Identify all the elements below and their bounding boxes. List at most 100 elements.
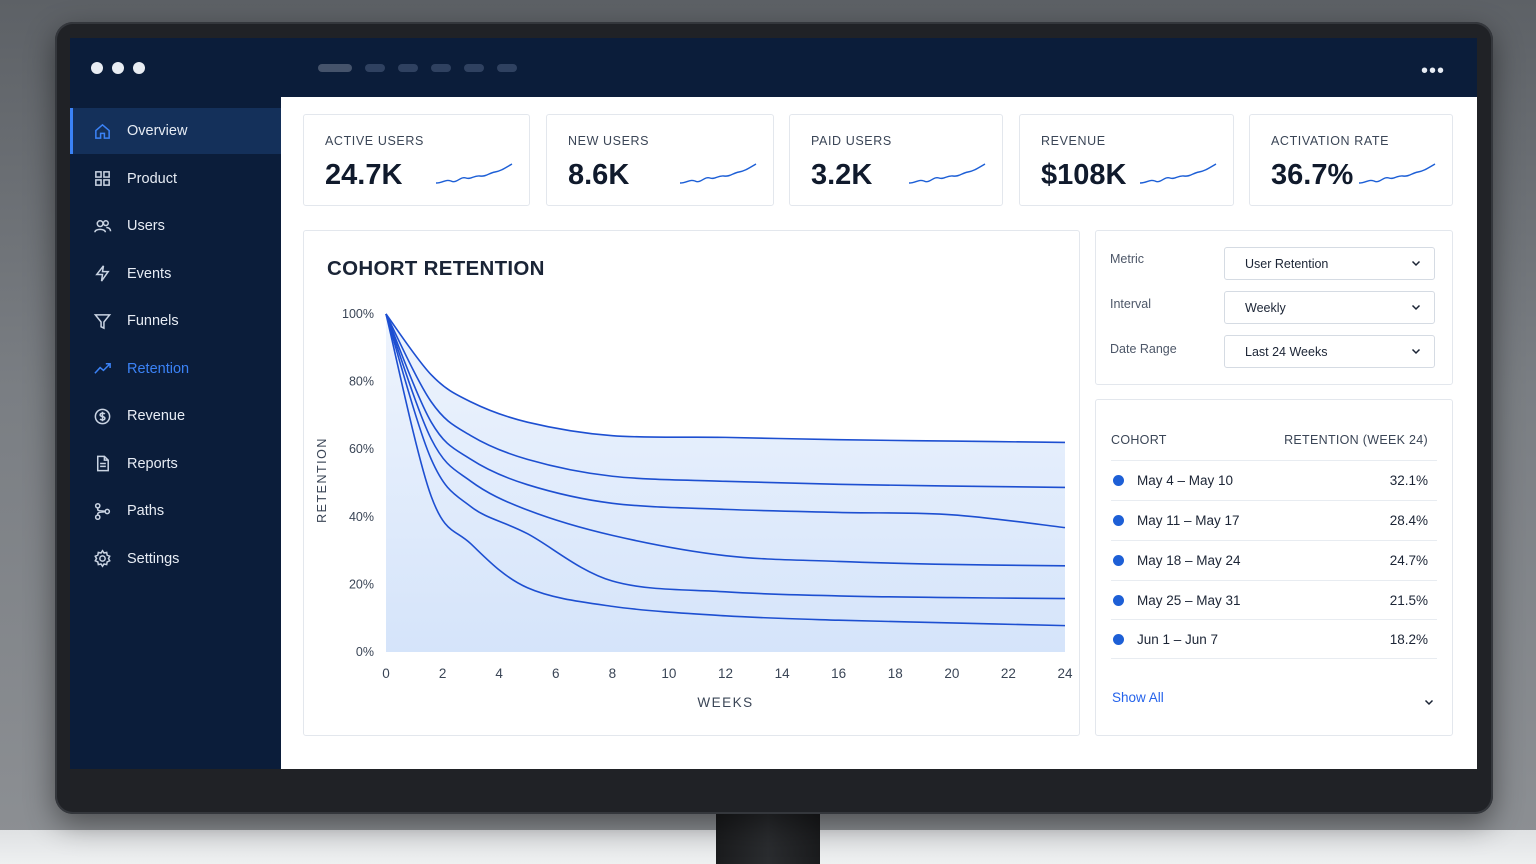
funnel-icon <box>92 311 112 331</box>
tab-placeholder[interactable] <box>464 64 484 72</box>
y-tick-label: 60% <box>349 442 374 456</box>
kpi-label: ACTIVATION RATE <box>1271 134 1390 148</box>
date-range-select[interactable]: Last 24 Weeks <box>1224 335 1435 368</box>
chevron-down-icon <box>1411 348 1421 355</box>
sparkline <box>908 163 986 184</box>
metric-select[interactable]: User Retention <box>1224 247 1435 280</box>
x-tick-label: 24 <box>1057 666 1073 681</box>
x-tick-label: 18 <box>888 666 903 681</box>
tab-placeholder[interactable] <box>497 64 517 72</box>
table-row[interactable]: Jun 1 – Jun 7 18.2% <box>1111 619 1437 659</box>
sidebar-item-settings[interactable]: Settings <box>70 536 281 582</box>
sparkline <box>1358 163 1436 184</box>
cohort-retention: 24.7% <box>1389 553 1428 568</box>
sidebar-item-label: Overview <box>127 123 188 139</box>
show-all-link[interactable]: Show All <box>1112 690 1164 705</box>
kpi-card-new-users[interactable]: NEW USERS 8.6K <box>546 114 774 206</box>
column-header-retention: RETENTION (WEEK 24) <box>1284 433 1428 447</box>
sidebar-item-funnels[interactable]: Funnels <box>70 298 281 344</box>
sidebar-item-retention[interactable]: Retention <box>70 346 281 392</box>
kpi-value: 8.6K <box>568 159 630 191</box>
cohort-name: May 18 – May 24 <box>1137 553 1241 568</box>
sidebar-item-product[interactable]: Product <box>70 156 281 202</box>
interval-label: Interval <box>1110 297 1151 311</box>
series-line-6 <box>385 313 1066 627</box>
table-row[interactable]: May 11 – May 17 28.4% <box>1111 500 1437 540</box>
grid-icon <box>92 169 112 189</box>
table-row[interactable]: May 4 – May 10 32.1% <box>1111 460 1437 500</box>
sidebar-item-revenue[interactable]: Revenue <box>70 393 281 439</box>
x-tick-label: 20 <box>944 666 959 681</box>
series-line-2 <box>385 313 1066 489</box>
series-dot <box>1113 515 1124 526</box>
sidebar-nav: Overview Product Users Events Funnels Re… <box>70 108 281 583</box>
more-menu-icon[interactable]: ••• <box>1420 60 1445 82</box>
series-line-1 <box>385 313 1066 444</box>
table-row[interactable]: May 25 – May 31 21.5% <box>1111 580 1437 620</box>
lightning-icon <box>92 264 112 284</box>
users-icon <box>92 216 112 236</box>
sidebar-item-label: Settings <box>127 550 180 567</box>
tab-placeholder[interactable] <box>318 64 352 72</box>
sparkline <box>1139 163 1217 184</box>
tab-placeholder[interactable] <box>431 64 451 72</box>
kpi-label: REVENUE <box>1041 134 1106 148</box>
app-window: Overview Product Users Events Funnels Re… <box>70 38 1477 769</box>
sparkline <box>679 163 757 184</box>
series-line-4 <box>385 313 1066 567</box>
series-line-3 <box>385 313 1066 529</box>
x-tick-label: 12 <box>718 666 733 681</box>
metric-label: Metric <box>1110 252 1145 266</box>
chart-area-fill <box>386 314 1065 652</box>
paths-icon <box>92 501 112 521</box>
sidebar-item-users[interactable]: Users <box>70 203 281 249</box>
tab-placeholder[interactable] <box>365 64 385 72</box>
sidebar-item-paths[interactable]: Paths <box>70 488 281 534</box>
tab-placeholder[interactable] <box>398 64 418 72</box>
sidebar-item-events[interactable]: Events <box>70 251 281 297</box>
series-dot <box>1113 633 1124 645</box>
series-line-5 <box>385 313 1066 600</box>
chevron-down-icon <box>1411 304 1421 311</box>
chevron-down-icon <box>1411 260 1421 267</box>
kpi-card-activation-rate[interactable]: ACTIVATION RATE 36.7% <box>1249 114 1453 206</box>
sidebar-item-label: Product <box>127 170 177 187</box>
metric-value: User Retention <box>1245 256 1329 271</box>
x-axis-label: WEEKS <box>697 695 753 710</box>
cohort-name: May 25 – May 31 <box>1137 593 1241 608</box>
interval-select[interactable]: Weekly <box>1224 291 1435 324</box>
table-row[interactable]: May 18 – May 24 24.7% <box>1111 540 1437 580</box>
monitor-stand <box>716 812 820 864</box>
y-tick-label: 40% <box>349 510 374 524</box>
cohort-name: May 11 – May 17 <box>1137 513 1240 528</box>
x-tick-label: 16 <box>831 666 846 681</box>
kpi-card-active-users[interactable]: ACTIVE USERS 24.7K <box>303 114 530 206</box>
kpi-label: NEW USERS <box>568 134 650 148</box>
date-range-label: Date Range <box>1110 342 1177 356</box>
retention-chart: 0%20%40%60%80%100%0 2 4 6 8 10 12 14 16 18 20 22 24W… <box>315 307 1073 710</box>
sidebar-item-overview[interactable]: Overview <box>70 108 281 154</box>
sparkline <box>435 163 513 184</box>
y-tick-label: 80% <box>349 375 374 389</box>
kpi-card-paid-users[interactable]: PAID USERS 3.2K <box>789 114 1003 206</box>
kpi-value: $108K <box>1041 159 1127 191</box>
sidebar-item-label: Reports <box>127 455 178 472</box>
series-dot <box>1113 555 1124 566</box>
kpi-value: 3.2K <box>811 159 873 191</box>
sidebar-item-label: Revenue <box>127 408 186 424</box>
chevron-down-icon[interactable] <box>1423 696 1435 708</box>
kpi-value: 36.7% <box>1271 159 1354 191</box>
cohort-retention: 21.5% <box>1389 593 1428 608</box>
date-range-value: Last 24 Weeks <box>1245 344 1328 359</box>
x-tick-label: 2 <box>439 666 447 681</box>
window-dot[interactable] <box>112 62 124 74</box>
kpi-value: 24.7K <box>325 159 403 191</box>
sidebar-item-reports[interactable]: Reports <box>70 441 281 487</box>
kpi-label: PAID USERS <box>811 134 892 148</box>
x-tick-label: 10 <box>661 666 676 681</box>
gear-icon <box>92 549 112 569</box>
window-dot[interactable] <box>133 62 145 74</box>
y-tick-label: 20% <box>349 577 374 591</box>
window-dot[interactable] <box>91 62 103 74</box>
kpi-card-revenue[interactable]: REVENUE $108K <box>1019 114 1234 206</box>
